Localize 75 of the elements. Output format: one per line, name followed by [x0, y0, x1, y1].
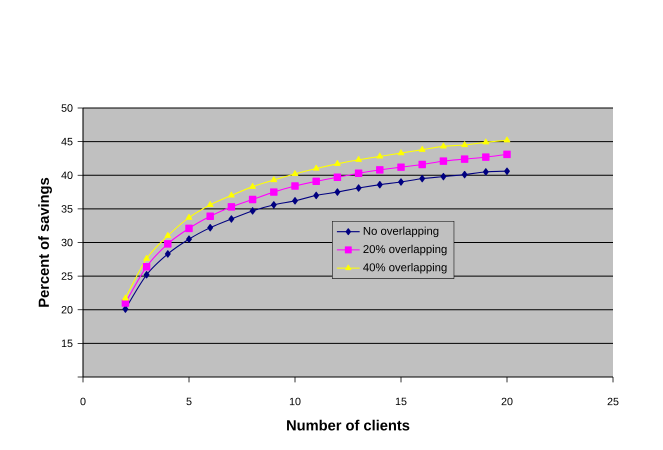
point: [312, 178, 320, 186]
point: [122, 294, 129, 300]
point: [144, 271, 150, 279]
point: [376, 166, 384, 174]
point: [312, 164, 320, 171]
point: [398, 149, 404, 156]
point: [460, 155, 468, 163]
legend-label: 40% overlapping: [363, 263, 447, 274]
point: [185, 224, 193, 232]
point: [313, 192, 320, 200]
point: [164, 250, 171, 258]
point: [270, 176, 278, 182]
point: [122, 299, 130, 307]
point: [419, 174, 426, 182]
x-tick-label: 20: [502, 398, 513, 406]
legend-label: 20% overlapping: [363, 244, 447, 256]
point: [334, 188, 340, 196]
point: [397, 163, 405, 171]
point: [186, 214, 192, 220]
y-tick-label: 45: [61, 138, 73, 146]
x-tick-label: 0: [80, 398, 86, 406]
point: [355, 156, 362, 162]
x-axis-title: Number of clients: [287, 420, 410, 431]
point: [440, 172, 446, 180]
y-tick-label: 40: [61, 171, 73, 180]
point: [228, 192, 235, 198]
point: [503, 150, 511, 158]
x-tick-label: 10: [290, 398, 301, 406]
point: [418, 146, 426, 152]
y-tick-label: 25: [62, 272, 73, 280]
point: [164, 232, 172, 238]
point: [248, 196, 256, 204]
point: [461, 141, 468, 148]
point: [249, 182, 256, 189]
point: [418, 160, 426, 168]
y-tick-label: 35: [61, 205, 73, 213]
point: [270, 201, 277, 209]
point: [376, 180, 383, 188]
x-tick-label: 25: [608, 398, 618, 406]
point: [440, 157, 448, 165]
point: [270, 188, 278, 196]
point: [292, 170, 298, 176]
point: [376, 152, 384, 159]
point: [228, 203, 236, 211]
point: [334, 174, 342, 182]
y-tick-label: 15: [62, 340, 73, 348]
point: [250, 207, 256, 215]
y-tick-label: 20: [62, 306, 73, 314]
point: [291, 182, 299, 190]
point: [334, 160, 341, 166]
point: [143, 254, 150, 261]
x-tick-label: 5: [186, 398, 192, 406]
x-tick-label: 15: [396, 398, 406, 406]
point: [292, 197, 298, 205]
point: [482, 153, 490, 161]
point: [164, 240, 172, 248]
point: [462, 170, 468, 178]
point: [228, 215, 234, 223]
point: [142, 262, 150, 270]
point: [207, 224, 214, 232]
y-tick-label: 50: [62, 104, 73, 112]
point: [186, 235, 192, 243]
point: [398, 178, 404, 186]
point: [356, 184, 362, 192]
point: [482, 138, 490, 144]
y-axis-title: Percent of savings: [38, 178, 52, 307]
point: [206, 201, 214, 207]
point: [504, 167, 510, 175]
y-tick-label: 30: [61, 238, 73, 246]
point: [504, 136, 510, 142]
point: [354, 170, 362, 177]
point: [482, 168, 489, 176]
legend-label: No overlapping: [364, 226, 438, 238]
point: [440, 142, 447, 148]
point: [206, 212, 214, 220]
